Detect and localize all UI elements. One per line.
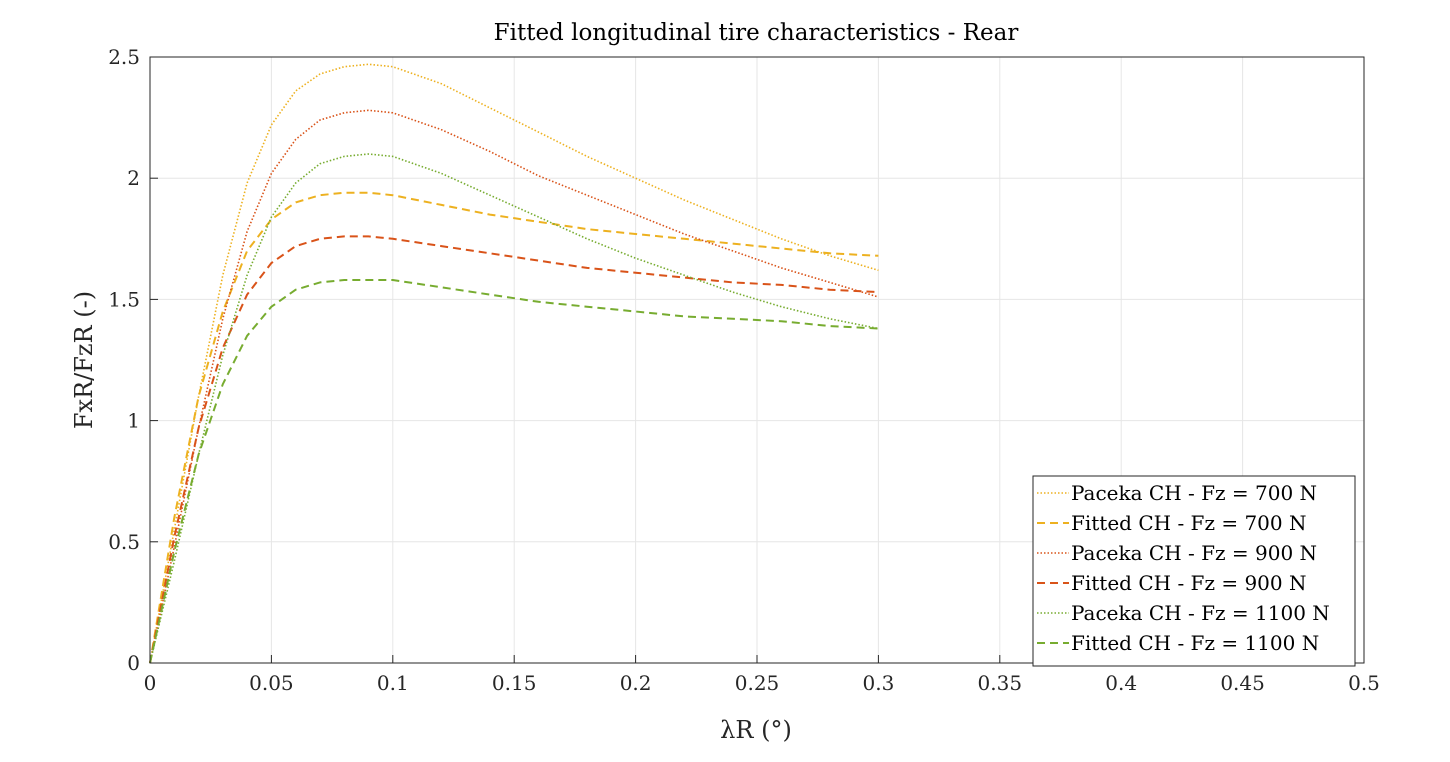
x-tick-label: 0.35 [978, 671, 1023, 695]
y-axis-label: FxR/FzR (-) [70, 291, 98, 429]
series-line-4 [149, 235, 879, 664]
x-tick-label: 0.25 [735, 671, 780, 695]
x-tick-label: 0.05 [249, 671, 294, 695]
y-tick-label: 1 [127, 409, 140, 433]
x-tick-label: 0.3 [862, 671, 894, 695]
legend-box [1032, 475, 1356, 667]
chart-title: Fitted longitudinal tire characteristics… [494, 20, 1019, 46]
legend-entry-label: Fitted CH - Fz = 1100 N [1071, 631, 1319, 655]
series-line-1 [149, 63, 879, 664]
x-tick-label: 0.15 [492, 671, 537, 695]
legend-entry-label: Paceka CH - Fz = 700 N [1071, 481, 1317, 505]
y-tick-label: 2 [127, 166, 140, 190]
series-layer [149, 63, 879, 664]
x-tick-label: 0.2 [620, 671, 652, 695]
x-tick-label: 0.5 [1348, 671, 1380, 695]
legend: Paceka CH - Fz = 700 N Fitted CH - Fz = 7… [1032, 475, 1356, 667]
y-tick-label: 0 [127, 651, 140, 675]
y-tick-label: 1.5 [108, 287, 140, 311]
y-axis-ticks: 0 0.5 1 1.5 2 2.5 [108, 45, 158, 675]
y-tick-label: 2.5 [108, 45, 140, 69]
x-axis-label: λR (°) [720, 716, 792, 744]
x-tick-label: 0.4 [1105, 671, 1137, 695]
legend-entry-label: Paceka CH - Fz = 900 N [1071, 541, 1317, 565]
series-line-6 [149, 279, 879, 664]
legend-entry-label: Fitted CH - Fz = 700 N [1071, 511, 1306, 535]
series-line-2 [149, 191, 879, 664]
legend-entry-label: Fitted CH - Fz = 900 N [1071, 571, 1306, 595]
series-line-3 [149, 109, 879, 664]
x-tick-label: 0.45 [1220, 671, 1265, 695]
series-line-5 [149, 153, 879, 664]
x-tick-label: 0 [144, 671, 157, 695]
y-tick-label: 0.5 [108, 530, 140, 554]
x-axis-ticks: 0 0.05 0.1 0.15 0.2 0.25 0.3 0.35 0.4 0.45 0.5 [144, 655, 1380, 695]
x-tick-label: 0.1 [377, 671, 409, 695]
legend-entry-label: Paceka CH - Fz = 1100 N [1071, 601, 1330, 625]
